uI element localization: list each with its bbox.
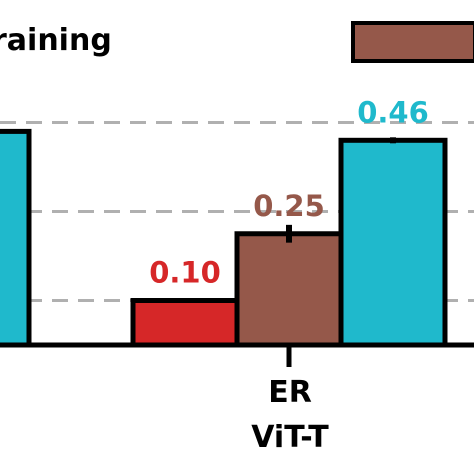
data-label: 0.25 xyxy=(253,189,325,223)
bar xyxy=(0,128,32,348)
bars: 30.100.250.46 xyxy=(0,95,448,348)
legend-label: raining xyxy=(0,23,112,58)
bar xyxy=(338,137,448,348)
x-tick-label-line2: ViT-T xyxy=(251,420,329,455)
legend: raining xyxy=(0,21,474,63)
bar xyxy=(130,298,240,348)
bar xyxy=(234,231,344,348)
legend-swatch xyxy=(351,21,474,63)
data-label: 0.46 xyxy=(357,95,429,129)
data-label: 0.10 xyxy=(149,256,221,290)
x-axis xyxy=(0,342,474,367)
x-tick-label-line1: ER xyxy=(268,375,312,410)
